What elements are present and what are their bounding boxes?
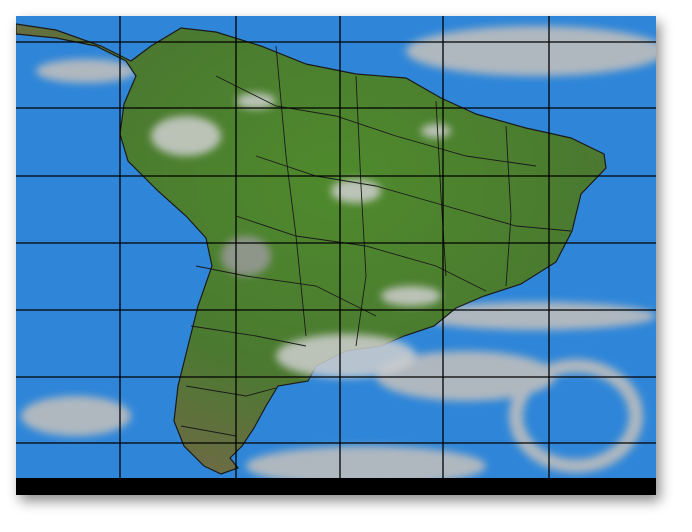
clouds-land	[151, 93, 451, 378]
state-borders	[180, 45, 572, 437]
satellite-map	[16, 16, 656, 495]
clouds-ocean	[21, 26, 656, 486]
graticule-grid	[16, 16, 656, 495]
bottom-no-data-band	[16, 478, 656, 495]
map-canvas	[16, 16, 656, 495]
